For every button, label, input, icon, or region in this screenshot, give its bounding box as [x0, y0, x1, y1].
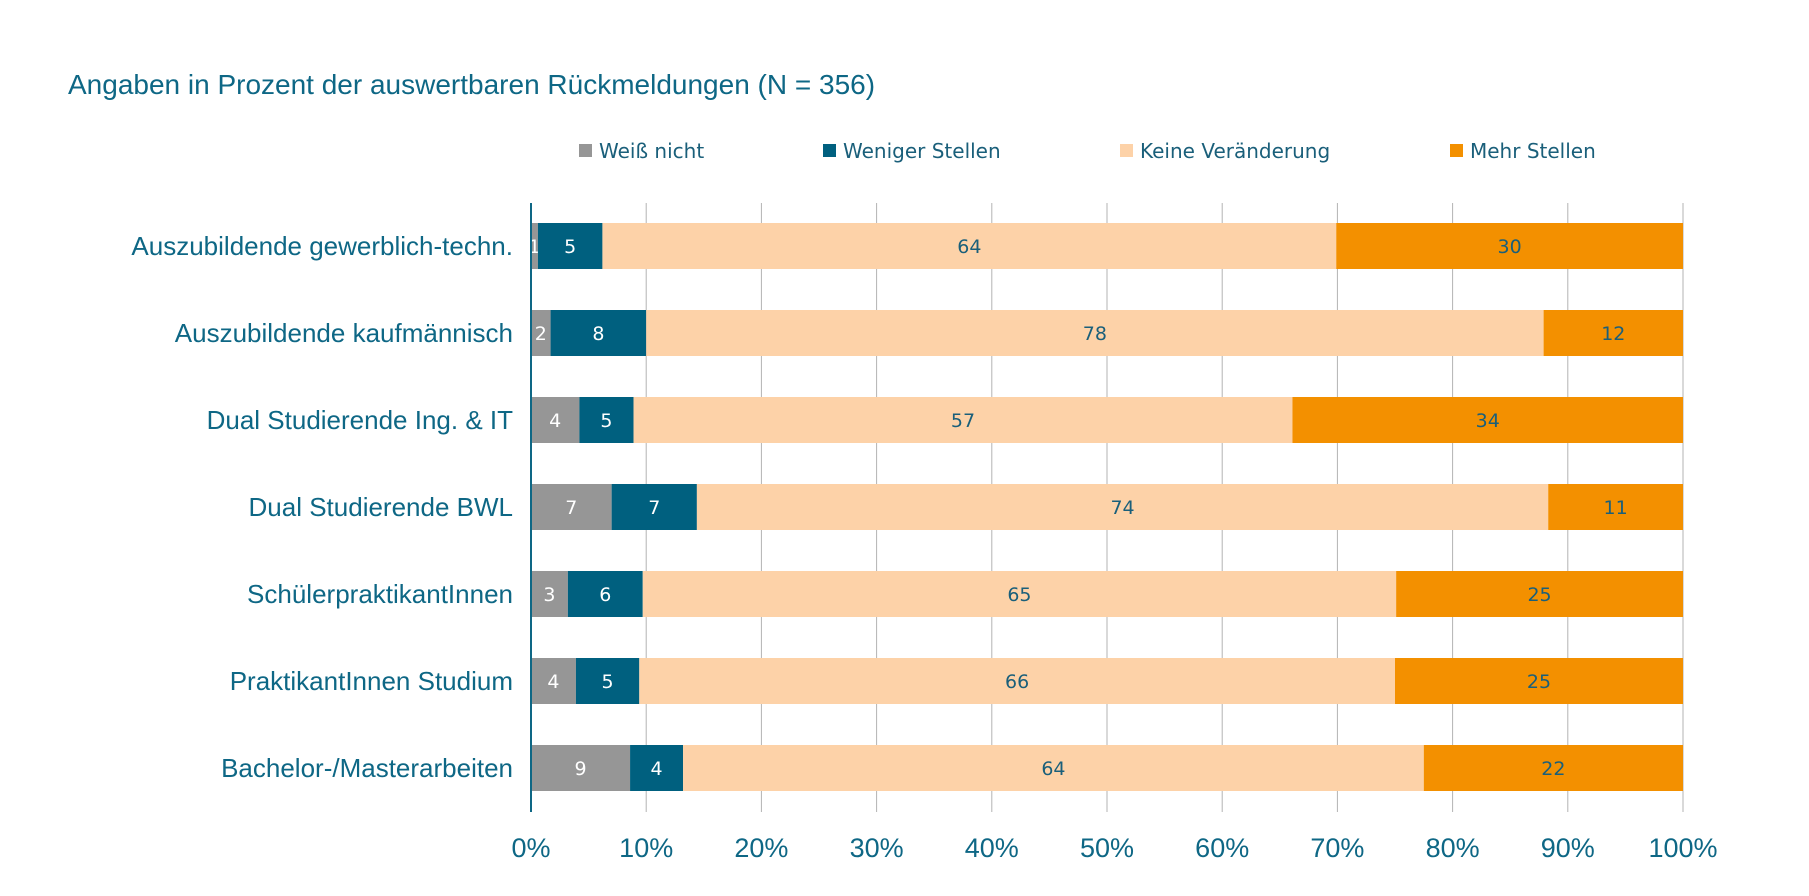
legend-label-weniger-stellen: Weniger Stellen	[843, 139, 1001, 163]
bar-row-bachelor-masterarbeiten: 9 4 64 22	[531, 745, 1683, 791]
bar-row-auszubildende-kaufmaennisch: 2 8 78 12	[531, 310, 1683, 356]
bar-value-label: 78	[1083, 323, 1107, 345]
x-tick-label: 30%	[850, 833, 904, 863]
bar-segment-weniger-stellen	[611, 484, 697, 530]
bars: 1 5 64 302 8 78 124 5 57 347 7 74 113 6 65 254 5 66 259 4 64…	[528, 223, 1683, 791]
bar-segment-mehr-stellen	[1336, 223, 1683, 269]
bar-segment-mehr-stellen	[1396, 571, 1683, 617]
category-label-auszubildende-kaufmaennisch: Auszubildende kaufmännisch	[175, 318, 513, 348]
bar-value-label: 12	[1601, 323, 1625, 345]
bar-segment-weniger-stellen	[575, 658, 640, 704]
bar-value-label: 25	[1527, 584, 1551, 606]
bar-segment-weiss-nicht	[531, 397, 580, 443]
chart-title: Angaben in Prozent der auswertbaren Rück…	[68, 69, 875, 100]
bar-row-dual-studierende-bwl: 7 7 74 11	[531, 484, 1683, 530]
x-tick-label: 90%	[1541, 833, 1595, 863]
bar-value-label: 9	[574, 758, 586, 780]
legend-swatch-keine-veraenderung	[1120, 144, 1133, 157]
bar-value-label: 2	[535, 323, 547, 345]
bar-value-label: 64	[957, 236, 981, 258]
bar-row-praktikantinnen-studium: 4 5 66 25	[531, 658, 1683, 704]
bar-segment-mehr-stellen	[1423, 745, 1683, 791]
x-tick-label: 50%	[1080, 833, 1134, 863]
bar-segment-keine-veraenderung	[683, 745, 1424, 791]
category-label-dual-studierende-ing-it: Dual Studierende Ing. & IT	[207, 405, 514, 435]
bar-segment-keine-veraenderung	[633, 397, 1293, 443]
bar-segment-keine-veraenderung	[639, 658, 1395, 704]
legend-swatch-mehr-stellen	[1450, 144, 1463, 157]
bar-value-label: 7	[648, 497, 660, 519]
category-label-bachelor-masterarbeiten: Bachelor-/Masterarbeiten	[221, 753, 513, 783]
bar-value-label: 6	[599, 584, 611, 606]
bar-segment-keine-veraenderung	[602, 223, 1337, 269]
legend-swatch-weniger-stellen	[823, 144, 836, 157]
bar-row-auszubildende-gewerblich-techn: 1 5 64 30	[528, 223, 1683, 269]
category-label-praktikantinnen-studium: PraktikantInnen Studium	[230, 666, 513, 696]
bar-segment-mehr-stellen	[1395, 658, 1683, 704]
category-labels: Auszubildende gewerblich-techn. Auszubild…	[131, 231, 513, 783]
bar-segment-weiss-nicht	[531, 571, 568, 617]
legend-label-weiss-nicht: Weiß nicht	[599, 139, 704, 163]
x-tick-label: 10%	[619, 833, 673, 863]
bar-value-label: 4	[547, 671, 559, 693]
bar-value-label: 57	[951, 410, 975, 432]
bar-segment-mehr-stellen	[1548, 484, 1683, 530]
legend-label-keine-veraenderung: Keine Veränderung	[1140, 139, 1330, 163]
bar-value-label: 11	[1604, 497, 1628, 519]
legend-swatch-weiss-nicht	[579, 144, 592, 157]
bar-segment-weiss-nicht	[531, 223, 538, 269]
bar-segment-weiss-nicht	[531, 310, 551, 356]
bar-value-label: 74	[1110, 497, 1134, 519]
bar-value-label: 22	[1541, 758, 1565, 780]
x-tick-label: 80%	[1426, 833, 1480, 863]
bar-value-label: 5	[600, 410, 612, 432]
bar-segment-mehr-stellen	[1543, 310, 1683, 356]
bar-segment-keine-veraenderung	[696, 484, 1549, 530]
bar-value-label: 5	[602, 671, 614, 693]
bar-value-label: 64	[1041, 758, 1065, 780]
bar-value-label: 34	[1476, 410, 1500, 432]
bar-row-schuelerpraktikantinnen: 3 6 65 25	[531, 571, 1683, 617]
bar-segment-keine-veraenderung	[642, 571, 1397, 617]
bar-segment-weniger-stellen	[550, 310, 647, 356]
bar-value-label: 65	[1007, 584, 1031, 606]
bar-value-label: 7	[565, 497, 577, 519]
bar-segment-weiss-nicht	[531, 658, 576, 704]
bar-value-label: 4	[651, 758, 663, 780]
bar-segment-mehr-stellen	[1292, 397, 1683, 443]
x-tick-label: 40%	[965, 833, 1019, 863]
bar-segment-weniger-stellen	[630, 745, 684, 791]
x-tick-label: 60%	[1195, 833, 1249, 863]
bar-value-label: 4	[549, 410, 561, 432]
legend-label-mehr-stellen: Mehr Stellen	[1470, 139, 1596, 163]
legend: Weiß nicht Weniger Stellen Keine Veränderu…	[579, 139, 1596, 163]
bar-value-label: 30	[1498, 236, 1522, 258]
category-label-auszubildende-gewerblich-techn: Auszubildende gewerblich-techn.	[131, 231, 513, 261]
bar-value-label: 25	[1527, 671, 1551, 693]
bar-segment-weiss-nicht	[531, 484, 612, 530]
bar-value-label: 3	[543, 584, 555, 606]
bar-value-label: 66	[1005, 671, 1029, 693]
x-tick-label: 0%	[511, 833, 550, 863]
x-tick-labels: 0% 10% 20% 30% 40% 50% 60% 70% 80% 90% 100%	[511, 833, 1717, 863]
x-tick-label: 100%	[1648, 833, 1717, 863]
category-label-dual-studierende-bwl: Dual Studierende BWL	[249, 492, 513, 522]
bar-row-dual-studierende-ing-it: 4 5 57 34	[531, 397, 1683, 443]
bar-segment-weniger-stellen	[567, 571, 643, 617]
x-tick-label: 20%	[734, 833, 788, 863]
bar-segment-weniger-stellen	[537, 223, 603, 269]
category-label-schuelerpraktikantinnen: SchülerpraktikantInnen	[247, 579, 513, 609]
x-tick-label: 70%	[1310, 833, 1364, 863]
bar-value-label: 5	[564, 236, 576, 258]
bar-segment-keine-veraenderung	[646, 310, 1544, 356]
bar-segment-weniger-stellen	[579, 397, 634, 443]
bar-value-label: 8	[592, 323, 604, 345]
bar-segment-weiss-nicht	[531, 745, 631, 791]
